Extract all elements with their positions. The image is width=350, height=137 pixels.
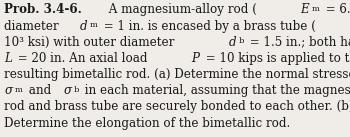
Text: resulting bimetallic rod. (a) Determine the normal stresses: resulting bimetallic rod. (a) Determine … xyxy=(4,68,350,81)
Text: E: E xyxy=(301,3,309,16)
Text: in each material, assuming that the magnesium: in each material, assuming that the magn… xyxy=(81,84,350,97)
Text: diameter: diameter xyxy=(4,20,63,33)
Text: = 10 kips is applied to the: = 10 kips is applied to the xyxy=(202,52,350,65)
Text: σ: σ xyxy=(4,84,12,97)
Text: P: P xyxy=(191,52,200,65)
Text: m: m xyxy=(312,5,320,13)
Text: = 1 in. is encased by a brass tube (: = 1 in. is encased by a brass tube ( xyxy=(99,20,315,33)
Text: b: b xyxy=(74,86,79,94)
Text: rod and brass tube are securely bonded to each other. (b): rod and brass tube are securely bonded t… xyxy=(4,100,350,113)
Text: b: b xyxy=(239,37,244,45)
Text: = 20 in. An axial load: = 20 in. An axial load xyxy=(14,52,152,65)
Text: = 6.5 × 10³ ksi) of: = 6.5 × 10³ ksi) of xyxy=(322,3,350,16)
Text: d: d xyxy=(229,36,237,49)
Text: σ: σ xyxy=(64,84,72,97)
Text: d: d xyxy=(79,20,87,33)
Text: m: m xyxy=(15,86,22,94)
Text: Determine the elongation of the bimetallic rod.: Determine the elongation of the bimetall… xyxy=(4,117,290,130)
Text: A magnesium-alloy rod (: A magnesium-alloy rod ( xyxy=(105,3,257,16)
Text: m: m xyxy=(89,21,97,29)
Text: 10³ ksi) with outer diameter: 10³ ksi) with outer diameter xyxy=(4,36,178,49)
Text: L: L xyxy=(4,52,12,65)
Text: = 1.5 in.; both have length: = 1.5 in.; both have length xyxy=(246,36,350,49)
Text: and: and xyxy=(25,84,55,97)
Text: Prob. 3.4-6.: Prob. 3.4-6. xyxy=(4,3,82,16)
